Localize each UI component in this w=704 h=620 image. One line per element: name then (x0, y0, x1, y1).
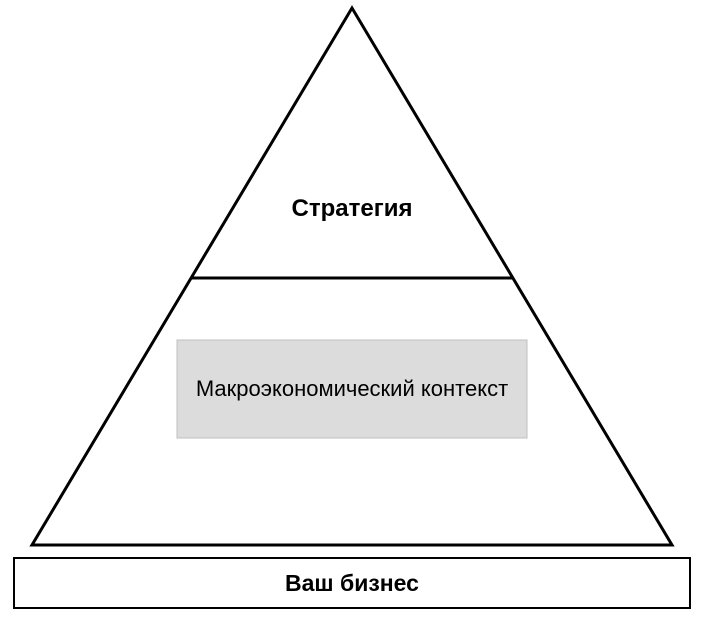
diagram-canvas: Стратегия Макроэкономический контекст Ва… (0, 0, 704, 620)
base-business-label: Ваш бизнес (285, 570, 419, 597)
macro-context-box: Макроэкономический контекст (177, 340, 527, 438)
pyramid-svg (0, 0, 704, 620)
base-business-box: Ваш бизнес (14, 558, 690, 608)
macro-context-label: Макроэкономический контекст (196, 374, 508, 404)
label-strategy: Стратегия (0, 195, 704, 223)
